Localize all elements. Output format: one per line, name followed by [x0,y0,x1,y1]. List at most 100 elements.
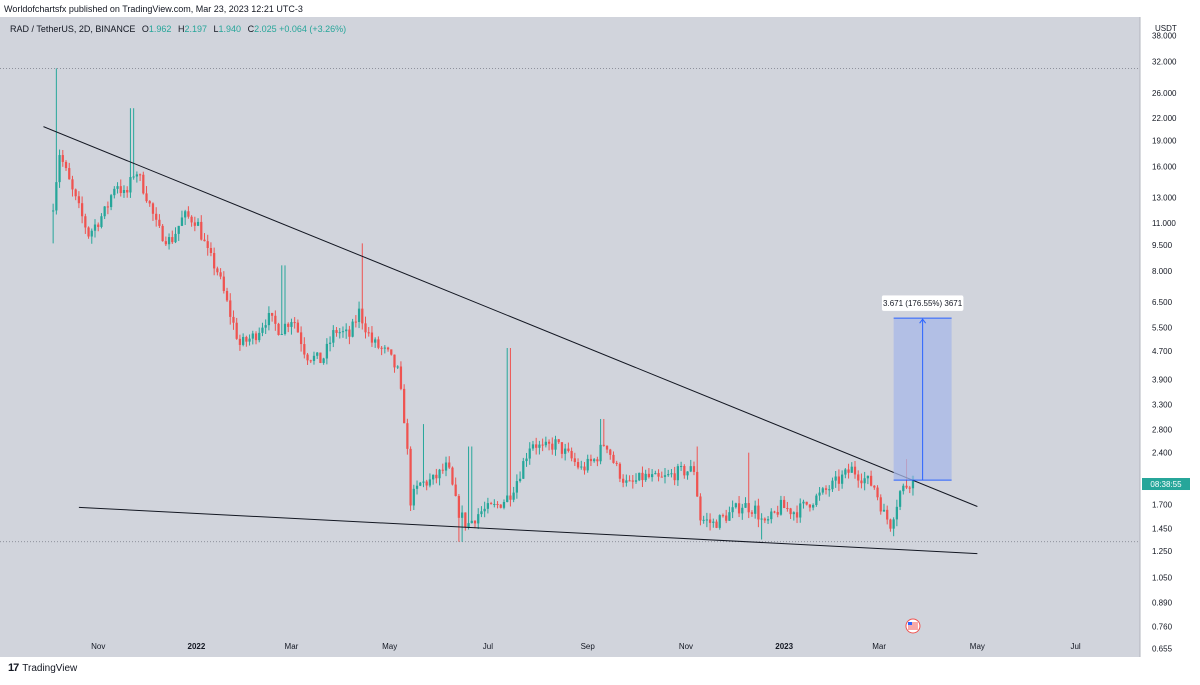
price-tick-label: 11.000 [1152,219,1176,228]
candle-body [628,480,631,482]
price-change: +0.064 (+3.26%) [279,24,347,34]
candle-body [776,511,779,515]
flag-canton [907,622,912,625]
candle-body [757,505,760,520]
candle-body [692,466,696,472]
candle-body [696,471,699,497]
candle-body [293,322,296,324]
candle-body [299,332,303,345]
price-axis-background [1140,17,1200,657]
candle-body [560,442,564,454]
candle-body [605,445,609,450]
candle-body [593,459,596,462]
candle-body [857,474,860,481]
candle-body [715,521,718,528]
candle-body [261,327,264,333]
candle-body [815,495,818,506]
candle-body [754,505,757,514]
candle-body [783,499,786,509]
candle-body [879,497,882,512]
candle-body [789,508,792,515]
candle-body [734,503,737,508]
price-tick-label: 9.500 [1152,241,1173,250]
candle-body [460,512,464,518]
candle-body [609,449,612,455]
candle-body [689,466,692,472]
candle-body [679,466,683,468]
candle-body [853,466,857,475]
measure-label: 3.671 (176.55%) 3671 [883,299,963,308]
candle-body [454,484,457,497]
price-tick-label: 1.050 [1152,573,1173,582]
time-tick-label: May [970,642,985,651]
low-label: L [213,24,219,34]
candle-body [332,330,335,343]
candle-body [393,354,396,368]
candle-body [161,225,164,242]
candle-body [712,521,715,523]
symbol-name: RAD / TetherUS, 2D, BINANCE [10,24,136,34]
time-tick-label: Sep [581,642,596,651]
price-tick-label: 3.900 [1152,375,1173,384]
candle-body [699,496,702,521]
candle-body [763,518,766,521]
candle-body [660,476,663,478]
candle-body [145,193,148,202]
candle-body [432,474,435,480]
measure-label-box [881,294,964,312]
price-tick-label: 0.655 [1152,645,1173,654]
candle-body [87,227,90,237]
candle-body [219,272,222,277]
candle-body [196,221,200,226]
candle-body [760,518,763,520]
candle-body [77,196,81,204]
candle-body [625,480,628,483]
candle-body [287,323,290,327]
us-flag-icon [905,618,921,634]
candle-body [473,520,477,524]
candle-body [583,466,586,471]
measure-arrow-head [919,318,927,324]
candle-body [225,290,229,301]
candle-body [61,155,64,162]
candle-body [306,354,309,361]
candle-body [840,474,844,484]
candle-body [525,458,528,462]
tradingview-brand[interactable]: 17 TradingView [8,662,77,674]
candle-body [528,448,531,459]
candle-body [409,448,412,506]
open-label: O [141,24,149,34]
symbol-legend: RAD / TetherUS, 2D, BINANCE O1.962 H2.19… [10,24,346,34]
candle-body [174,233,177,243]
candle-body [731,507,734,513]
candle-body [90,230,93,237]
candle-body [737,503,741,514]
candle-body [80,203,84,217]
candle-body [415,485,419,489]
time-tick-label: 2023 [775,642,793,651]
candle-body [383,347,386,349]
candle-body [319,352,322,364]
candle-body [235,322,238,339]
candle-body [567,448,570,451]
candle-body [283,323,287,334]
high-label: H [177,24,185,34]
price-tick-label: 16.000 [1152,162,1177,171]
candle-body [747,503,750,513]
candle-body [100,216,103,227]
candle-body [399,366,403,389]
price-tick-label: 38.000 [1152,32,1177,41]
candle-body [74,189,77,197]
candle-body [831,480,834,490]
candle-body [480,511,483,515]
candle-body [866,475,870,479]
candle-body [538,444,541,448]
candle-body [644,473,647,481]
candle-body [338,332,341,334]
candle-body [64,161,68,169]
candle-body [908,487,911,489]
candle-body [557,439,560,443]
candle-body [428,479,432,486]
candle-body [805,501,808,505]
